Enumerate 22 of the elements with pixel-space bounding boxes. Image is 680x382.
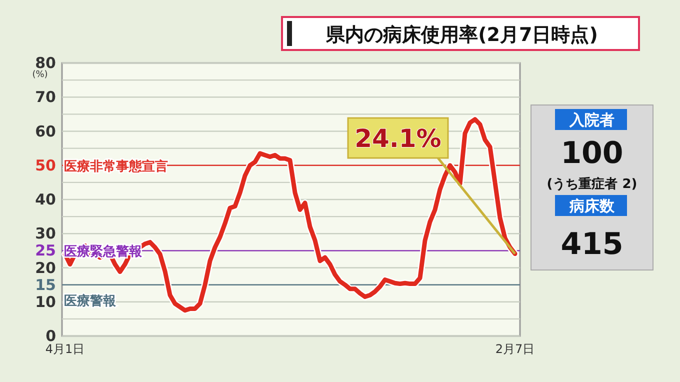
y-axis-title: (%)	[32, 70, 48, 80]
y-tick-label: 25	[35, 242, 56, 260]
text: (うち重症者 2)	[546, 176, 638, 192]
y-tick-label: 60	[35, 122, 56, 140]
text: 入院者	[568, 111, 614, 129]
text: 100	[560, 136, 624, 171]
text: 病床数	[568, 197, 616, 215]
ref-line-label: 医療非常事態宣言	[64, 158, 168, 174]
ref-line-label: 医療警報	[64, 292, 117, 309]
x-tick-label: 4月1日	[45, 342, 85, 356]
y-tick-label: 20	[35, 258, 56, 277]
y-tick-label: 15	[35, 276, 56, 294]
x-tick-label: 2月7日	[495, 342, 535, 356]
y-tick-label: 0	[46, 327, 56, 345]
text: 415	[560, 227, 624, 262]
y-tick-label: 30	[35, 224, 56, 243]
chart-title: 県内の病床使用率(2月7日時点)	[325, 24, 598, 46]
annotation: 24.1%	[354, 124, 442, 153]
y-tick-label: 10	[35, 292, 56, 311]
y-tick-label: 70	[35, 88, 56, 106]
y-tick-label: 40	[35, 190, 56, 208]
y-tick-label: 50	[35, 156, 56, 174]
